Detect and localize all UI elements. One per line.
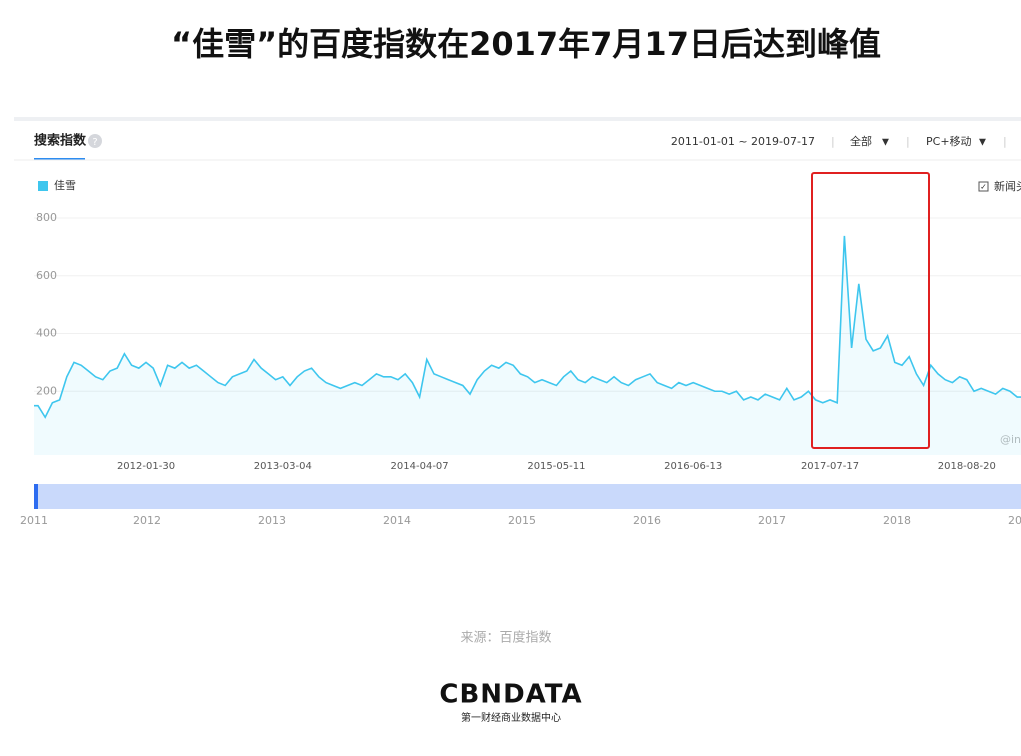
watermark: @index — [1000, 433, 1021, 446]
page-title: “佳雪”的百度指数在2017年7月17日后达到峰值 — [171, 25, 881, 63]
separator: | — [831, 135, 835, 148]
plot: 200 400 600 800 2012-01-30 2013-03-04 2014-04-… — [34, 211, 1021, 472]
y-tick-label: 600 — [36, 269, 57, 282]
x-tick-label: 2015-05-11 — [527, 461, 585, 472]
help-icon[interactable] — [88, 134, 102, 148]
navigator-year: 2011 — [20, 514, 48, 527]
highlight-box — [811, 172, 930, 449]
x-tick-label: 2018-08-20 — [938, 461, 996, 472]
navigator-year: 2013 — [258, 514, 286, 527]
navigator-year: 2019 — [1008, 514, 1021, 527]
panel-top-bar — [14, 117, 1021, 121]
y-tick-label: 800 — [36, 211, 57, 224]
navigator-year: 2016 — [633, 514, 661, 527]
line — [34, 235, 1021, 419]
x-tick-label: 2013-03-04 — [254, 461, 312, 472]
x-tick-label: 2012-01-30 — [117, 461, 175, 472]
help-glyph: ? — [92, 137, 97, 148]
navigator-year: 2015 — [508, 514, 536, 527]
dropdown-arrow[interactable]: ▼ — [979, 138, 986, 148]
navigator-handle[interactable] — [34, 484, 38, 509]
navigator-year: 2018 — [883, 514, 911, 527]
navigator-year: 2014 — [383, 514, 411, 527]
navigator-year: 2017 — [758, 514, 786, 527]
navigator-year: 2012 — [133, 514, 161, 527]
navigator-axis: 2011 2012 2013 2014 2015 2016 2017 2018 2019 — [20, 514, 1021, 527]
y-tick-label: 200 — [36, 384, 57, 397]
area — [34, 235, 1021, 455]
y-tick-label: 400 — [36, 327, 57, 340]
separator: | — [906, 135, 910, 148]
legend-swatch — [38, 181, 48, 191]
navigator-band[interactable] — [34, 484, 1021, 509]
check-mark: ✓ — [980, 183, 987, 192]
x-tick-label: 2017-07-17 — [801, 461, 859, 472]
dropdown-arrow[interactable]: ▼ — [882, 138, 889, 148]
filter-source[interactable]: 全部 — [850, 134, 872, 148]
checkbox[interactable] — [978, 181, 989, 192]
filter-device[interactable]: PC+移动 — [926, 135, 972, 148]
source-note: 来源：百度指数 — [460, 630, 551, 646]
logo-subtitle: 第一财经商业数据中心 — [461, 711, 561, 724]
tab-label[interactable]: 搜索指数 — [34, 133, 87, 149]
date-range[interactable]: 2011-01-01 ~ 2019-07-17 — [671, 135, 815, 148]
logo-name: CBNDATA — [439, 680, 582, 710]
checkbox-label[interactable]: 新闻头条 — [994, 179, 1021, 193]
tab-underline — [34, 158, 85, 160]
x-tick-label: 2014-04-07 — [391, 461, 449, 472]
separator: | — [1003, 135, 1007, 148]
x-tick-label: 2016-06-13 — [664, 461, 722, 472]
legend-label[interactable]: 佳雪 — [54, 178, 76, 192]
